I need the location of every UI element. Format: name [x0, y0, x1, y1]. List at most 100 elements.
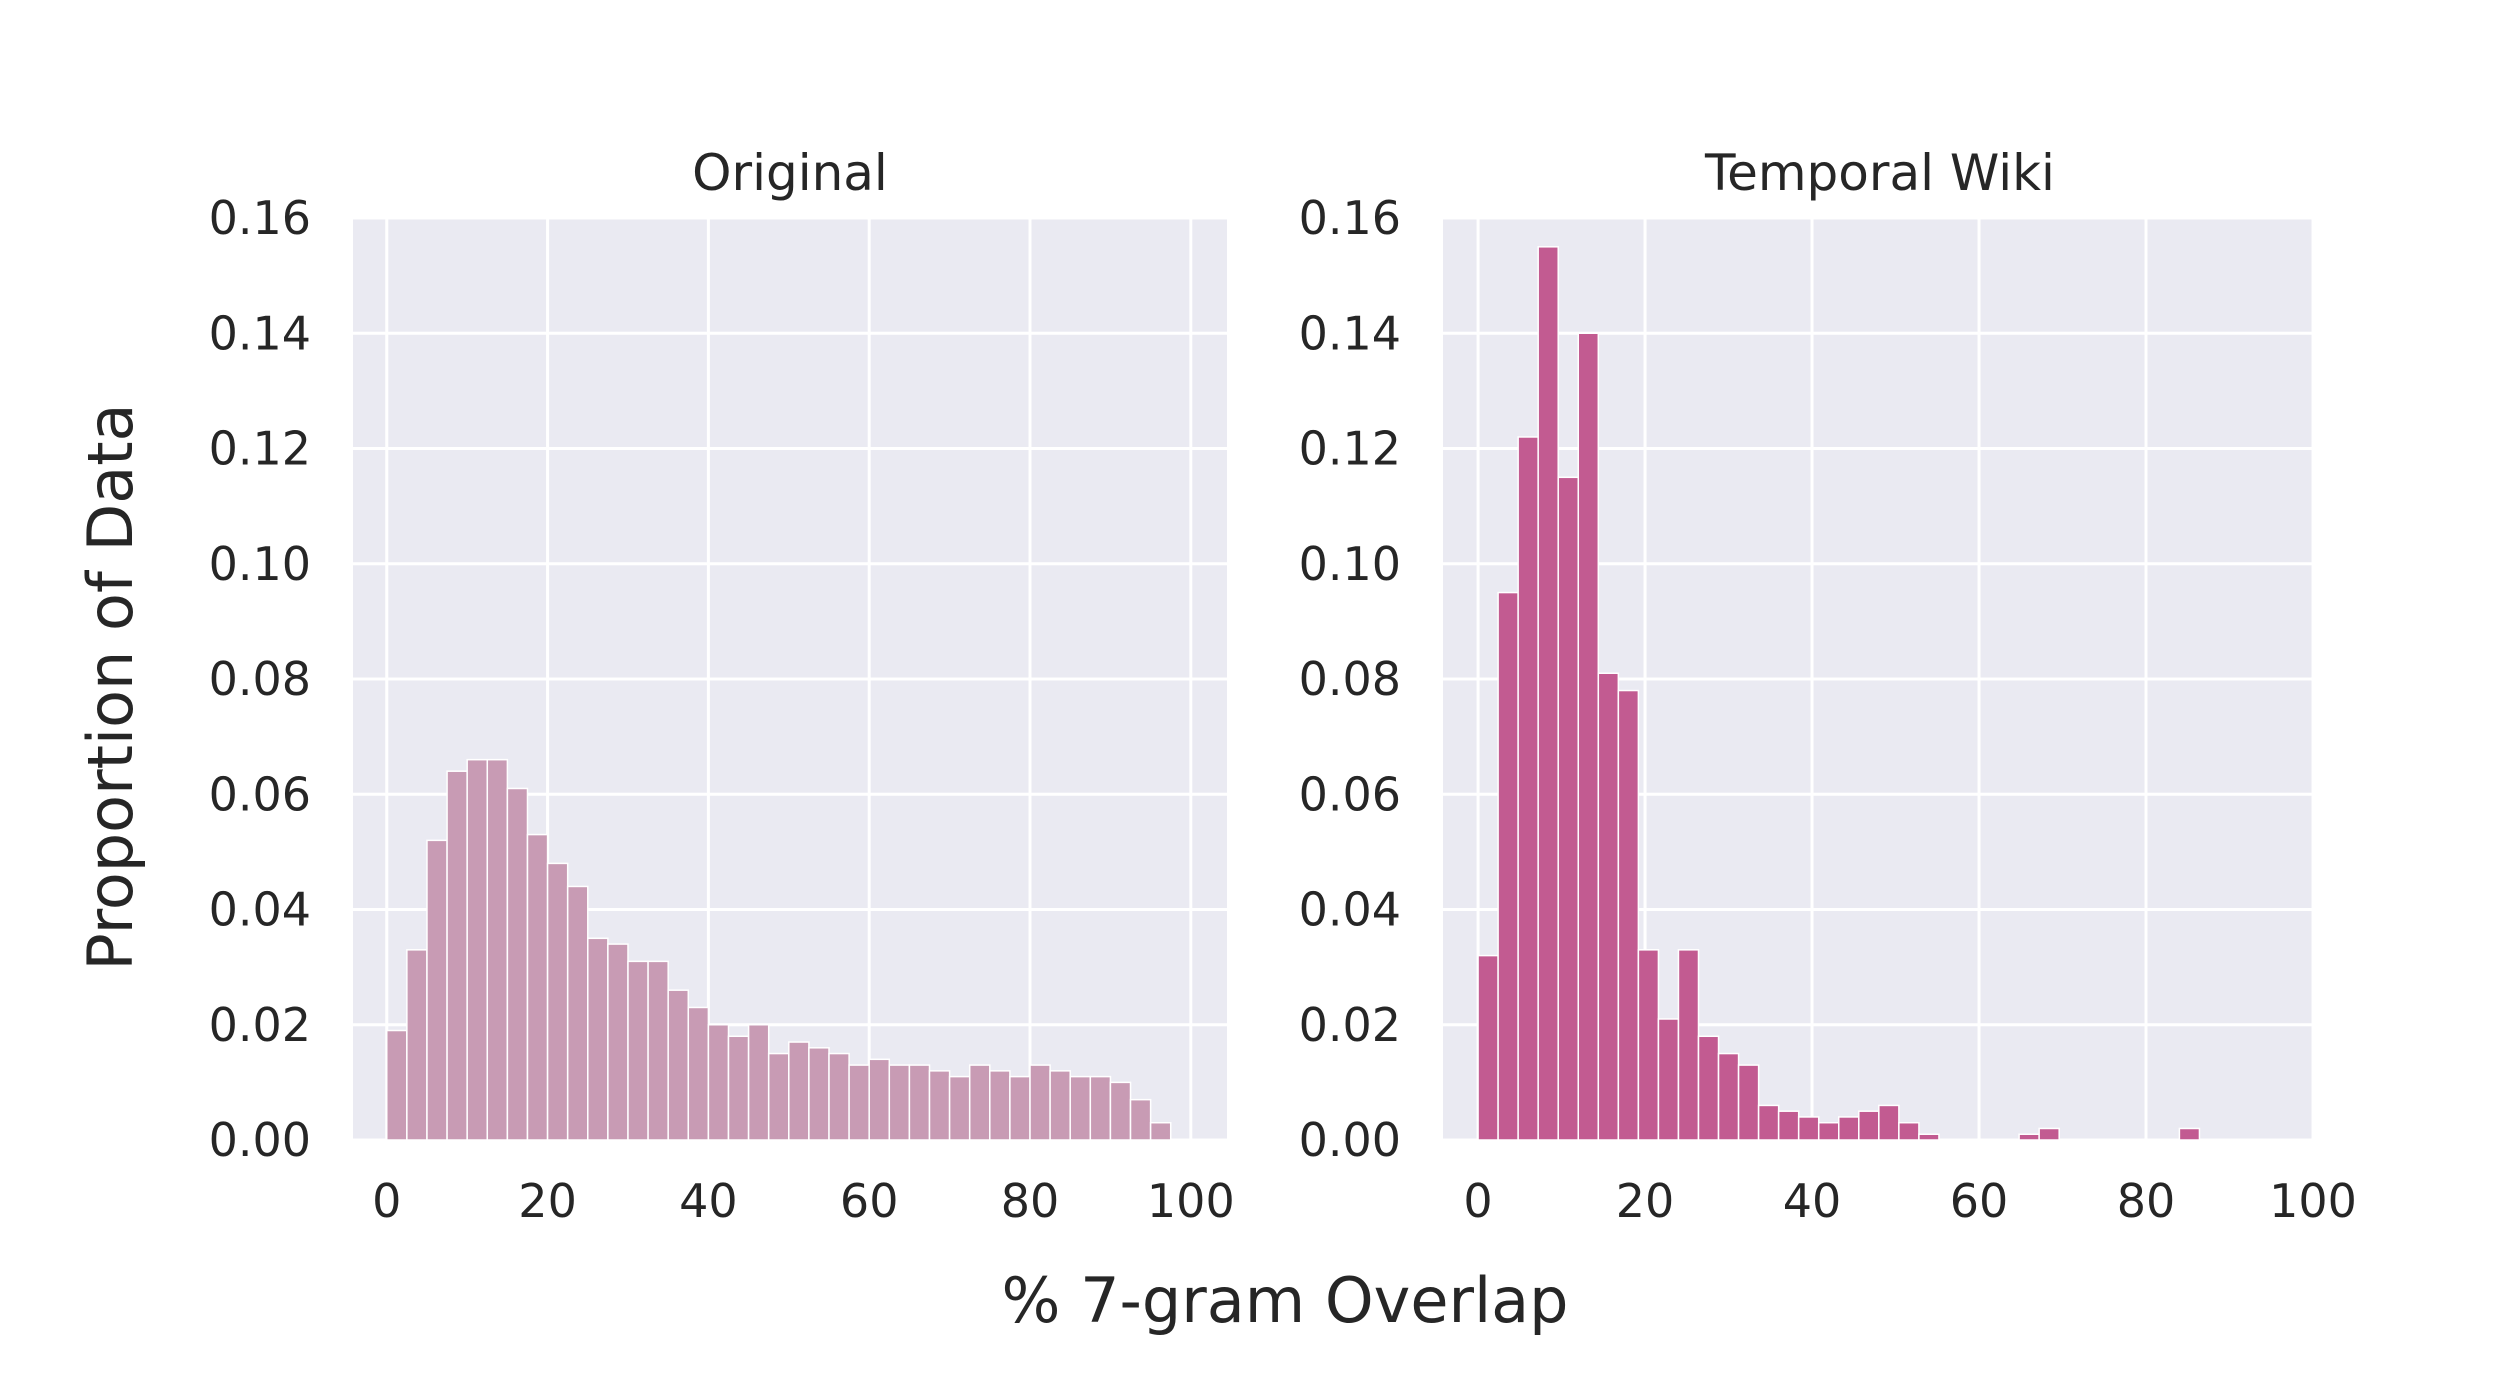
histogram-bar: [948, 1075, 971, 1141]
histogram-bar: [1697, 1035, 1720, 1141]
histogram-bar: [1577, 332, 1600, 1141]
histogram-bar: [627, 960, 649, 1141]
histogram-bar: [486, 758, 509, 1141]
y-tick-label: 0.02: [1299, 998, 1401, 1052]
histogram-bar: [1737, 1064, 1760, 1141]
bars-temporal-wiki: [1477, 246, 2201, 1141]
histogram-bar: [647, 960, 669, 1141]
subplot-title-original: Original: [692, 144, 888, 202]
histogram-bar: [1757, 1104, 1780, 1141]
histogram-bar: [767, 1052, 790, 1141]
y-tick-label: 0.02: [209, 998, 311, 1052]
histogram-bar: [1817, 1121, 1840, 1141]
x-tick-label: 80: [2117, 1174, 2176, 1228]
histogram-bar: [707, 1024, 730, 1141]
histogram-bar: [446, 770, 468, 1141]
subplot-title-temporal-wiki: Temporal Wiki: [1704, 144, 2055, 202]
y-tick-label: 0.16: [209, 191, 311, 245]
histogram-bar: [1677, 949, 1700, 1141]
histogram-bar: [1517, 436, 1539, 1141]
histogram-bar: [1477, 954, 1499, 1141]
y-tick-label: 0.06: [209, 767, 311, 821]
y-tick-label: 0.00: [1299, 1113, 1401, 1167]
histogram-bar: [1898, 1121, 1920, 1141]
x-tick-labels-temporal-wiki: 0 20 40 60 80 100: [1463, 1174, 2356, 1228]
y-tick-label: 0.16: [1299, 191, 1401, 245]
histogram-bar: [526, 833, 549, 1141]
histogram-bar: [1089, 1075, 1112, 1141]
histogram-bar: [546, 862, 569, 1141]
y-tick-labels-temporal-wiki: 0.00 0.02 0.04 0.06 0.08 0.10 0.12 0.14 0.16: [1299, 191, 1401, 1167]
x-tick-label: 80: [1001, 1174, 1060, 1228]
histogram-bar: [888, 1064, 911, 1141]
histogram-bar: [1717, 1052, 1740, 1141]
histogram-bar: [1838, 1116, 1860, 1141]
histogram-bar: [1497, 591, 1519, 1141]
y-tick-label: 0.04: [1299, 883, 1401, 937]
histogram-bar: [1557, 476, 1580, 1141]
histogram-bar: [506, 787, 529, 1141]
y-tick-label: 0.10: [209, 537, 311, 591]
y-tick-labels-original: 0.00 0.02 0.04 0.06 0.08 0.10 0.12 0.14 0.16: [209, 191, 311, 1167]
subplot-original: 0.00 0.02 0.04 0.06 0.08 0.10 0.12 0.14 0.16 0 20…: [209, 144, 1235, 1228]
histogram-bar: [828, 1052, 850, 1141]
histogram-bar: [1918, 1133, 1940, 1141]
y-tick-label: 0.08: [209, 652, 311, 706]
histogram-bar: [1129, 1098, 1152, 1141]
x-tick-label: 100: [2269, 1174, 2357, 1228]
y-tick-label: 0.08: [1299, 652, 1401, 706]
y-tick-label: 0.00: [209, 1113, 311, 1167]
histogram-bar: [466, 758, 489, 1141]
x-tick-label: 100: [1147, 1174, 1235, 1228]
x-tick-label: 0: [372, 1174, 401, 1228]
histogram-bar: [868, 1058, 891, 1141]
histogram-bar: [928, 1070, 951, 1141]
histogram-bar: [687, 1006, 710, 1141]
histogram-bar: [808, 1047, 830, 1141]
x-tick-label: 20: [1616, 1174, 1675, 1228]
histogram-bar: [848, 1064, 870, 1141]
y-axis-title: Proportion of Data: [74, 403, 147, 970]
x-tick-label: 0: [1463, 1174, 1492, 1228]
gridlines-original: [353, 216, 1227, 1142]
histogram-bar: [386, 1029, 408, 1141]
histogram-bar: [1049, 1070, 1071, 1141]
histogram-bar: [1597, 672, 1620, 1141]
y-tick-label: 0.04: [209, 883, 311, 937]
x-tick-labels-original: 0 20 40 60 80 100: [372, 1174, 1235, 1228]
bars-original: [386, 758, 1172, 1141]
x-tick-label: 60: [1950, 1174, 2009, 1228]
y-tick-label: 0.14: [1299, 306, 1401, 360]
histogram-bar: [989, 1070, 1011, 1141]
histogram-bar: [1878, 1104, 1900, 1141]
histogram-bar: [788, 1041, 810, 1141]
histogram-bar: [727, 1035, 750, 1141]
y-tick-label: 0.12: [1299, 422, 1401, 476]
histogram-bar: [1149, 1121, 1172, 1141]
histogram-bar: [1617, 689, 1640, 1141]
histogram-bar: [1637, 949, 1660, 1141]
histogram-bar: [426, 839, 448, 1141]
y-tick-label: 0.10: [1299, 537, 1401, 591]
x-tick-label: 60: [840, 1174, 899, 1228]
histogram-bar: [747, 1024, 770, 1141]
histogram-bar: [2038, 1127, 2060, 1141]
y-tick-label: 0.12: [209, 422, 311, 476]
x-tick-label: 40: [1783, 1174, 1842, 1228]
histogram-bar: [1797, 1116, 1820, 1141]
histogram-bar: [566, 885, 589, 1141]
histogram-bar: [968, 1064, 991, 1141]
histogram-bar: [2018, 1133, 2040, 1141]
subplot-temporal-wiki: 0.00 0.02 0.04 0.06 0.08 0.10 0.12 0.14 0.16 0 20…: [1299, 144, 2357, 1228]
histogram-bar: [1009, 1075, 1031, 1141]
histogram-bar: [587, 937, 609, 1141]
x-axis-title: % 7-gram Overlap: [1001, 1264, 1568, 1337]
histogram-bar: [1109, 1081, 1132, 1141]
histogram-bar: [607, 943, 629, 1141]
histogram-bar: [1858, 1110, 1880, 1141]
x-tick-label: 40: [679, 1174, 738, 1228]
y-tick-label: 0.14: [209, 306, 311, 360]
histogram-bar: [1657, 1018, 1680, 1141]
histogram-bar: [1029, 1064, 1051, 1141]
